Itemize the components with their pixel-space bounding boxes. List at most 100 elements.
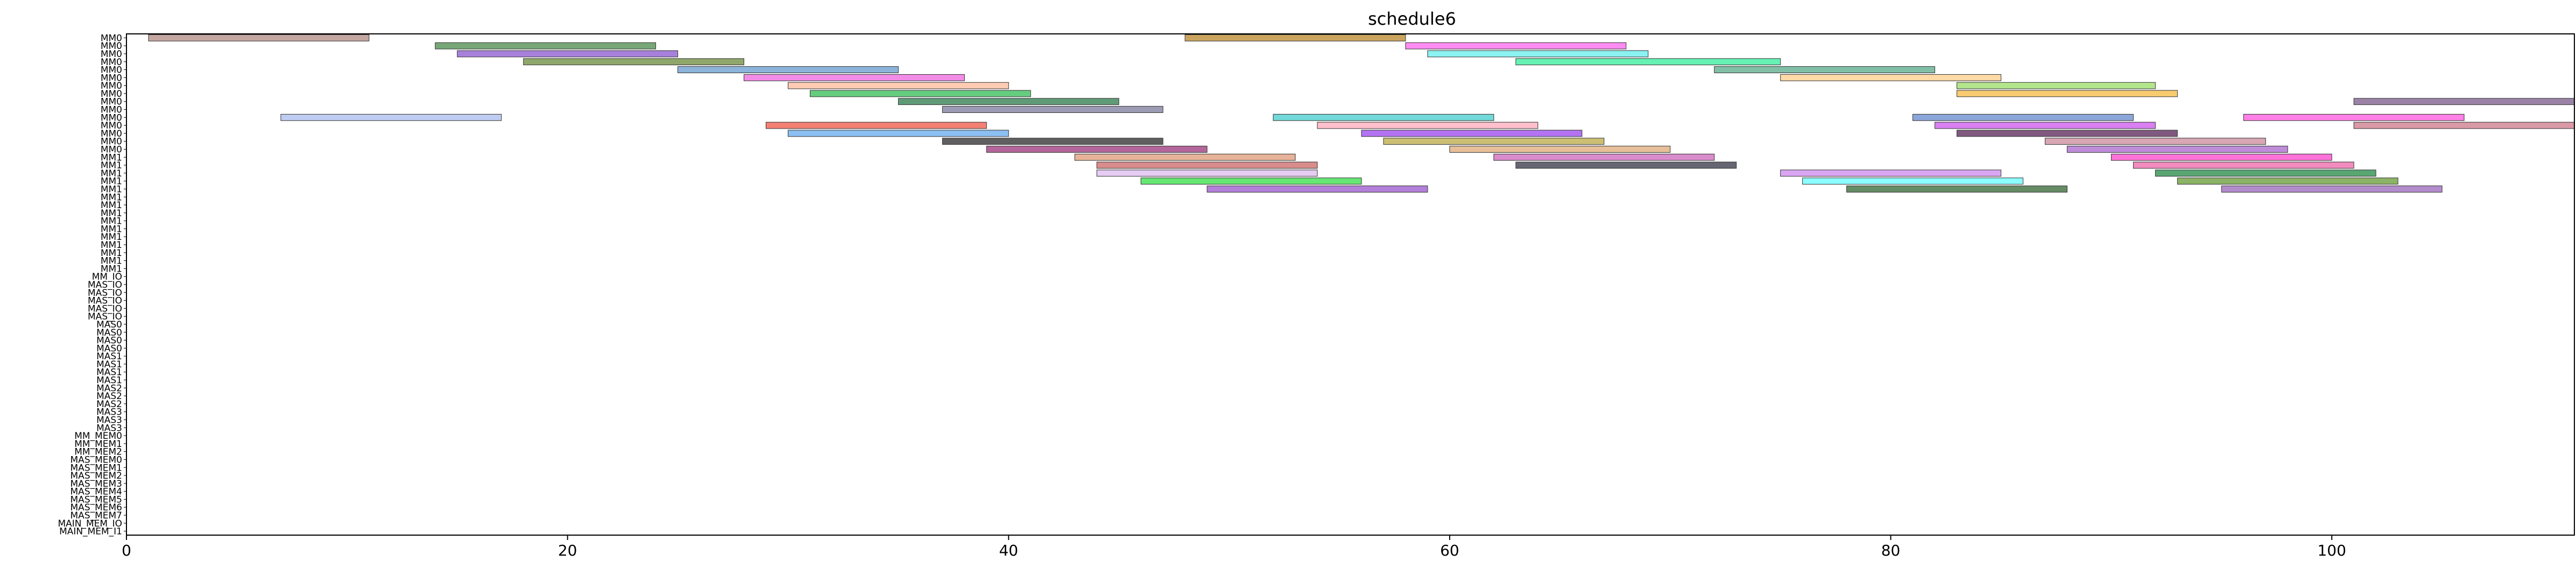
- row-label: MAS1: [96, 359, 122, 370]
- x-tick-label: 60: [1440, 542, 1459, 559]
- row-label: MAS1: [96, 375, 122, 386]
- task-bar: [1273, 113, 1494, 121]
- row-label: MAS1: [96, 367, 122, 378]
- task-bar: [2353, 122, 2575, 129]
- row-label: MM0: [101, 129, 122, 139]
- row-label: MAS_MEM5: [70, 494, 122, 505]
- row-label: MAS3: [96, 423, 122, 433]
- task-bar: [457, 50, 679, 58]
- task-bar: [1912, 113, 2134, 121]
- task-bar: [765, 122, 987, 129]
- row-label: MAS3: [96, 415, 122, 425]
- task-bar: [1493, 153, 1715, 161]
- task-bar: [2133, 161, 2354, 169]
- row-label: MAS_IO: [88, 288, 122, 298]
- task-bar: [1405, 42, 1627, 49]
- plot-frame: [126, 33, 2575, 536]
- task-bar: [1780, 74, 2001, 81]
- row-label: MM0: [101, 41, 122, 52]
- row-label: MM1: [101, 248, 122, 259]
- task-bar: [1427, 50, 1649, 58]
- task-bar: [809, 90, 1031, 97]
- row-label: MM1: [101, 192, 122, 203]
- row-label: MM1: [101, 176, 122, 187]
- row-label: MAS_IO: [88, 311, 122, 322]
- row-label: MAS_MEM7: [70, 510, 122, 521]
- row-label: MM0: [101, 89, 122, 99]
- task-bar: [1802, 177, 2023, 185]
- row-label: MM1: [101, 160, 122, 171]
- task-bar: [1096, 169, 1318, 177]
- row-label: MM1: [101, 232, 122, 243]
- task-bar: [2111, 153, 2332, 161]
- x-tick-label: 80: [1881, 542, 1901, 559]
- row-label: MAS_MEM0: [70, 454, 122, 465]
- row-label: MAIN_MEM_IO: [58, 518, 123, 529]
- row-label: MAS_MEM4: [70, 487, 122, 497]
- task-bar: [1515, 161, 1737, 169]
- row-label: MM0: [101, 49, 122, 60]
- task-bar: [1074, 153, 1296, 161]
- row-label: MM1: [101, 200, 122, 211]
- task-bar: [1780, 169, 2001, 177]
- row-label: MM_MEM0: [74, 431, 122, 442]
- row-label: MAS_IO: [88, 303, 122, 314]
- row-label: MM0: [101, 57, 122, 68]
- row-label: MAS2: [96, 383, 122, 394]
- task-bar: [1317, 122, 1538, 129]
- task-bar: [1140, 177, 1362, 185]
- row-label: MM0: [101, 81, 122, 91]
- row-label: MM0: [101, 120, 122, 131]
- row-label: MM0: [101, 73, 122, 83]
- x-tick-label: 0: [122, 542, 131, 559]
- task-bar: [1846, 186, 2067, 193]
- row-label: MAS_IO: [88, 280, 122, 290]
- row-label: MAS0: [96, 319, 122, 330]
- row-label: MAS_MEM1: [70, 463, 122, 473]
- task-bar: [942, 106, 1163, 113]
- row-label: MAS1: [96, 351, 122, 362]
- task-bar: [1957, 130, 2178, 137]
- row-label: MM_MEM2: [74, 447, 122, 458]
- task-bar: [148, 34, 370, 41]
- row-label: MAS2: [96, 399, 122, 410]
- row-label: MM0: [101, 112, 122, 123]
- row-label: MM0: [101, 97, 122, 108]
- row-label: MAS0: [96, 343, 122, 354]
- task-bar: [898, 98, 1119, 105]
- row-label: MAS3: [96, 407, 122, 418]
- row-label: MM1: [101, 184, 122, 195]
- x-tick-label: 100: [2317, 542, 2346, 559]
- row-label: MM0: [101, 105, 122, 116]
- task-bar: [435, 42, 657, 49]
- row-label: MAS_IO: [88, 296, 122, 307]
- row-label: MM1: [101, 168, 122, 179]
- task-bar: [2221, 186, 2443, 193]
- task-bar: [280, 113, 502, 121]
- row-label: MM0: [101, 145, 122, 155]
- task-bar: [1361, 130, 1583, 137]
- task-bar: [2066, 146, 2288, 153]
- task-bar: [2177, 177, 2398, 185]
- task-bar: [2353, 98, 2575, 105]
- row-label: MAS_MEM6: [70, 502, 122, 513]
- row-label: MM0: [101, 137, 122, 147]
- task-bar: [1206, 186, 1428, 193]
- row-label: MM1: [101, 208, 122, 219]
- gantt-bars: [148, 34, 2575, 193]
- row-label: MM_IO: [92, 272, 122, 282]
- task-bar: [942, 138, 1163, 145]
- task-bar: [787, 130, 1009, 137]
- row-label: MM0: [101, 65, 122, 76]
- row-label: MAS2: [96, 391, 122, 402]
- row-label: MM1: [101, 240, 122, 251]
- task-bar: [1935, 122, 2156, 129]
- row-label: MM1: [101, 224, 122, 234]
- task-bar: [743, 74, 965, 81]
- task-bar: [1957, 82, 2156, 89]
- task-bar: [2243, 113, 2465, 121]
- chart-title: schedule6: [1368, 9, 1456, 29]
- task-bar: [677, 66, 899, 73]
- row-label: MM1: [101, 256, 122, 267]
